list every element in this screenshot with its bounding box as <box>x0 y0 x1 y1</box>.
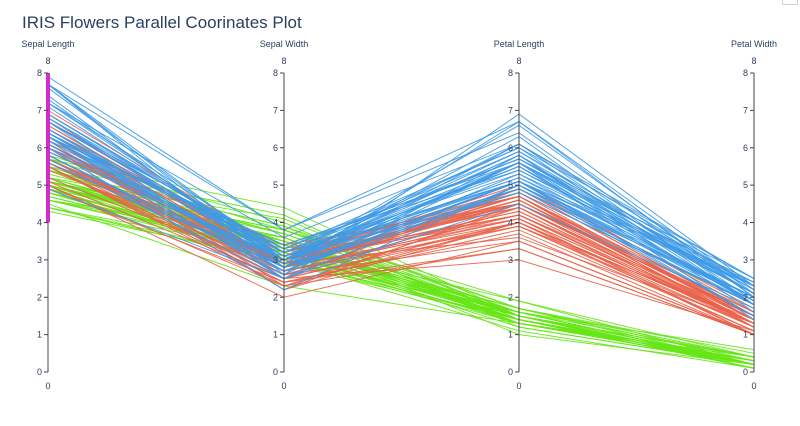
axis-tick-label-1-4: 4 <box>273 218 278 228</box>
axis-tick-label-0-5: 5 <box>37 180 42 190</box>
data-line-s1-r39 <box>47 165 755 324</box>
axis-tick-label-2-8: 8 <box>508 68 513 78</box>
axis-tick-label-1-2: 2 <box>273 292 278 302</box>
axis-1[interactable]: Sepal Width 8 00 1 2 3 4 5 6 7 8 <box>260 39 309 391</box>
data-line-s2-r6 <box>47 188 755 309</box>
axis-tick-label-2-6: 6 <box>508 143 513 153</box>
data-line-s2-r19 <box>47 147 755 317</box>
axis-range-min-2: 0 <box>516 381 521 391</box>
axis-tick-label-0-7: 7 <box>37 105 42 115</box>
modebar-corner-mark <box>782 0 798 5</box>
axis-range-max-3: 8 <box>751 56 756 66</box>
axis-tick-label-2-2: 2 <box>508 292 513 302</box>
axis-tick-label-3-7: 7 <box>743 105 748 115</box>
data-line-s2-r42 <box>47 154 755 302</box>
axis-tick-label-2-1: 1 <box>508 330 513 340</box>
axis-2[interactable]: Petal Length 8 00 1 2 3 4 5 6 7 8 <box>494 39 545 391</box>
axis-3[interactable]: Petal Width 8 00 1 2 3 4 5 6 7 8 <box>731 39 777 391</box>
axis-tick-label-2-3: 3 <box>508 255 513 265</box>
axis-tick-label-1-7: 7 <box>273 105 278 115</box>
data-line-s2-r47 <box>47 128 755 298</box>
data-line-s2-r32 <box>47 132 755 291</box>
axis-0[interactable]: Sepal Length 8 00 1 2 3 4 5 6 7 8 <box>21 39 74 391</box>
axis-title-3: Petal Width <box>731 39 777 49</box>
axis-range-min-1: 0 <box>281 381 286 391</box>
axis-tick-label-2-7: 7 <box>508 105 513 115</box>
data-line-s1-r31 <box>47 165 755 336</box>
data-line-s2-r49 <box>47 151 755 306</box>
axis-range-max-0: 8 <box>45 56 50 66</box>
axis-range-max-1: 8 <box>281 56 286 66</box>
axis-tick-label-1-6: 6 <box>273 143 278 153</box>
axis-range-max-2: 8 <box>516 56 521 66</box>
axis-tick-label-1-1: 1 <box>273 330 278 340</box>
axis-tick-label-0-8: 8 <box>37 68 42 78</box>
data-line-s1-r43 <box>47 184 755 336</box>
axis-tick-label-0-6: 6 <box>37 143 42 153</box>
data-line-s2-r17 <box>47 83 755 291</box>
axis-tick-label-0-1: 1 <box>37 330 42 340</box>
axis-tick-label-0-0: 0 <box>37 367 42 377</box>
axis-tick-label-1-3: 3 <box>273 255 278 265</box>
data-lines-layer <box>47 76 755 369</box>
axis-title-0: Sepal Length <box>21 39 74 49</box>
axis-tick-label-2-4: 4 <box>508 218 513 228</box>
data-line-s2-r44 <box>47 121 755 280</box>
axis-tick-label-2-0: 0 <box>508 367 513 377</box>
axis-tick-label-1-8: 8 <box>273 68 278 78</box>
axis-range-min-0: 0 <box>45 381 50 391</box>
axis-tick-label-3-5: 5 <box>743 180 748 190</box>
data-line-s1-r48 <box>47 180 755 332</box>
axis-tick-label-3-8: 8 <box>743 68 748 78</box>
axis-tick-label-1-0: 0 <box>273 367 278 377</box>
axis-tick-label-0-3: 3 <box>37 255 42 265</box>
axis-tick-label-1-5: 5 <box>273 180 278 190</box>
axis-tick-label-3-3: 3 <box>743 255 748 265</box>
data-line-s2-r48 <box>47 139 755 287</box>
axis-tick-label-2-5: 5 <box>508 180 513 190</box>
axis-title-2: Petal Length <box>494 39 545 49</box>
chart-title: IRIS Flowers Parallel Coorinates Plot <box>22 13 302 32</box>
axis-title-1: Sepal Width <box>260 39 309 49</box>
data-line-s2-r22 <box>47 83 755 298</box>
axis-tick-label-3-2: 2 <box>743 292 748 302</box>
axis-tick-label-0-4: 4 <box>37 218 42 228</box>
axis-tick-label-3-1: 1 <box>743 330 748 340</box>
data-line-s2-r40 <box>47 121 755 283</box>
data-line-s2-r9 <box>47 102 755 279</box>
axis-range-min-3: 0 <box>751 381 756 391</box>
axis-tick-label-3-4: 4 <box>743 218 748 228</box>
axis-tick-label-3-6: 6 <box>743 143 748 153</box>
axis-tick-label-0-2: 2 <box>37 292 42 302</box>
axis-tick-label-3-0: 0 <box>743 367 748 377</box>
